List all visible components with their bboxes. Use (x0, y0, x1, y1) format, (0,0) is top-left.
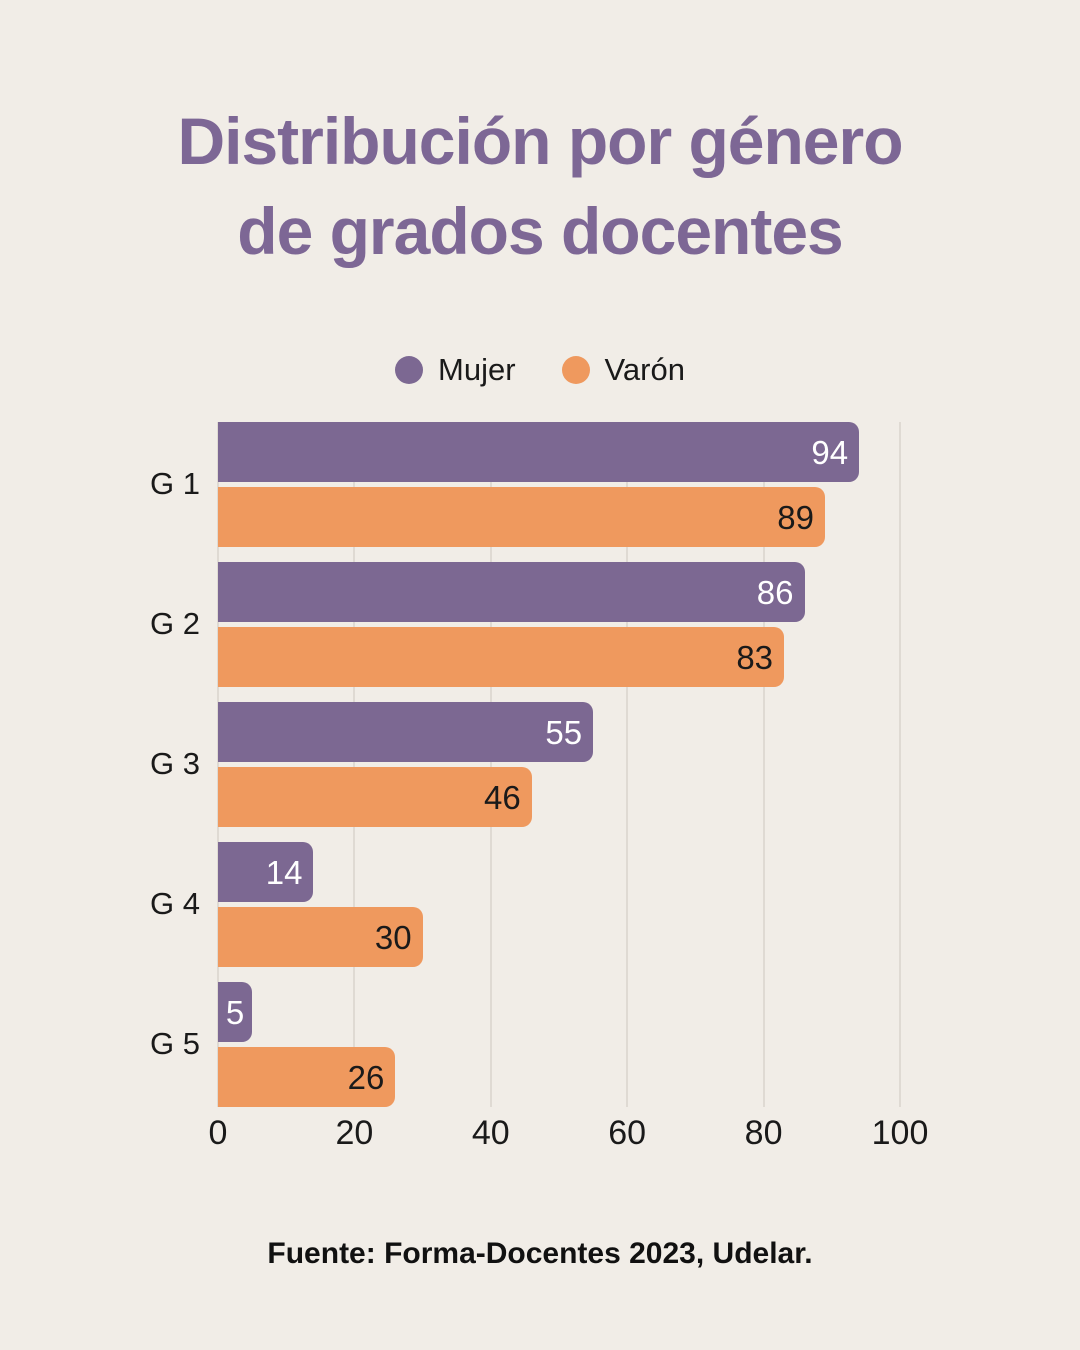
bar-varn-g1: 89 (218, 487, 825, 547)
bar-varn-g4: 30 (218, 907, 423, 967)
bar-varn-g2: 83 (218, 627, 785, 687)
gridline-0 (217, 422, 219, 1107)
bar-mujer-g1: 94 (218, 422, 860, 482)
bar-value-label: 55 (545, 713, 583, 751)
gridline-60 (626, 422, 629, 1107)
category-label-5: G 5 (150, 1026, 200, 1061)
bar-value-label: 46 (484, 778, 521, 816)
bar-mujer-g4: 14 (218, 842, 314, 902)
gridline-80 (762, 422, 765, 1107)
bar-value-label: 30 (374, 918, 412, 956)
plot-area: 94 89 86 83 55 46 14 30 5 26 (217, 422, 901, 1107)
category-label-1: G 1 (150, 466, 200, 501)
legend-dot-icon (395, 356, 424, 384)
bar-value-label: 14 (265, 853, 303, 891)
legend-item-varn: Varón (561, 352, 685, 388)
legend-label: Varón (604, 352, 685, 387)
category-label-2: G 2 (150, 606, 200, 641)
legend-label: Mujer (438, 352, 516, 387)
x-tick-label-0: 0 (208, 1114, 228, 1152)
bar-mujer-g5: 5 (218, 982, 253, 1042)
bar-value-label: 26 (347, 1058, 385, 1096)
bar-value-label: 86 (756, 573, 794, 611)
bar-value-label: 94 (811, 433, 849, 471)
x-tick-label-80: 80 (744, 1114, 783, 1152)
legend: Mujer Varón (0, 352, 1080, 388)
bar-mujer-g3: 55 (218, 702, 594, 762)
x-tick-label-100: 100 (871, 1114, 929, 1152)
chart-title-line-1: Distribución por género (177, 104, 903, 178)
bar-value-label: 5 (225, 993, 245, 1031)
gridline-40 (489, 422, 492, 1107)
category-label-4: G 4 (150, 886, 200, 921)
source-note: Fuente: Forma-Docentes 2023, Udelar. (267, 1237, 813, 1270)
bar-value-label: 83 (736, 638, 774, 676)
legend-dot-icon (561, 356, 590, 384)
category-label-3: G 3 (150, 746, 200, 781)
chart-title-line-2: de grados docentes (237, 194, 844, 268)
x-tick-label-20: 20 (335, 1114, 374, 1152)
gridline-20 (353, 422, 356, 1107)
gridline-100 (899, 422, 901, 1107)
bar-varn-g5: 26 (218, 1047, 396, 1107)
legend-item-mujer: Mujer (395, 352, 516, 388)
bar-value-label: 89 (777, 498, 814, 536)
x-tick-label-40: 40 (471, 1114, 510, 1152)
bar-varn-g3: 46 (218, 767, 532, 827)
x-tick-label-60: 60 (608, 1114, 647, 1152)
chart-title: Distribución por género de grados docent… (0, 96, 1080, 276)
bar-mujer-g2: 86 (218, 562, 805, 622)
